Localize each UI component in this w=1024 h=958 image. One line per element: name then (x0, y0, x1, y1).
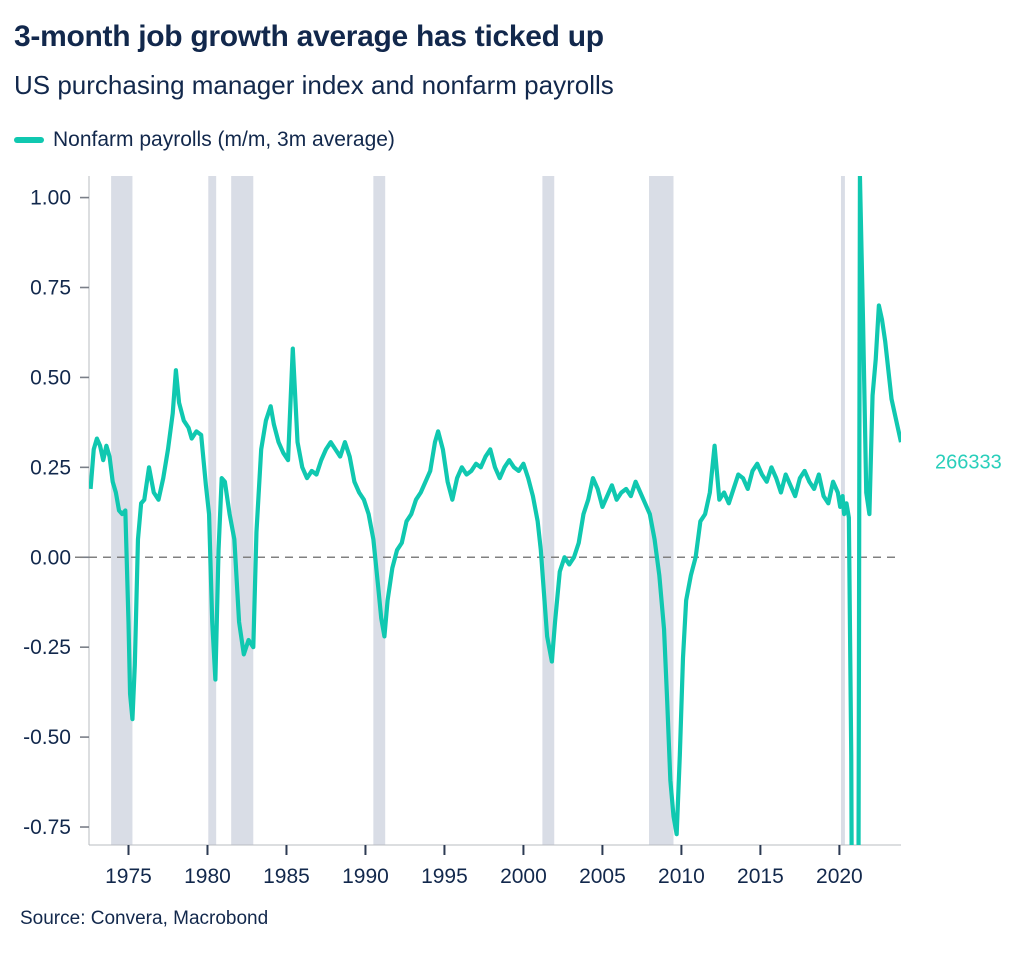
x-tick-label: 2020 (816, 865, 863, 888)
chart-subtitle: US purchasing manager index and nonfarm … (14, 70, 614, 100)
x-tick-label: 1985 (263, 865, 310, 888)
legend-line-swatch-icon (14, 137, 44, 143)
series-line (89, 176, 901, 845)
x-tick-label: 1975 (105, 865, 152, 888)
x-axis-ticks: 1975 1980 1985 1990 1995 2000 2005 2010 2015 2020 (105, 845, 863, 888)
x-tick-label: 2010 (658, 865, 705, 888)
legend-item-label: Nonfarm payrolls (m/m, 3m average) (53, 128, 395, 151)
y-axis-ticks: 1.00 0.75 0.50 0.25 0.00 -0.25 -0.50 -0.75 (23, 187, 89, 839)
y-tick-label: -0.50 (23, 726, 71, 749)
series-value-label: 266333 (935, 452, 1002, 474)
y-tick-label: 0.50 (30, 366, 71, 389)
x-tick-label: 1995 (421, 865, 468, 888)
source-note: Source: Convera, Macrobond (20, 908, 269, 929)
y-tick-label: 0.25 (30, 456, 71, 479)
y-tick-label: -0.25 (23, 636, 71, 659)
recession-band (373, 176, 386, 845)
chart-legend: Nonfarm payrolls (m/m, 3m average) (14, 128, 395, 152)
y-tick-label: 1.00 (30, 187, 71, 210)
series-paths (89, 176, 901, 845)
x-tick-label: 2000 (500, 865, 547, 888)
y-tick-label: 0.75 (30, 277, 71, 300)
y-tick-label: -0.75 (23, 816, 71, 839)
x-tick-label: 1990 (342, 865, 389, 888)
recession-band (231, 176, 254, 845)
recession-band (542, 176, 555, 845)
page-title: 3-month job growth average has ticked up (14, 20, 604, 53)
x-tick-label: 2015 (737, 865, 784, 888)
recession-band (208, 176, 217, 845)
x-tick-label: 2005 (579, 865, 626, 888)
recession-bands (111, 176, 845, 845)
x-tick-label: 1980 (184, 865, 231, 888)
series-end-annotations: 266333 (935, 452, 1002, 474)
y-tick-label: 0.00 (30, 546, 71, 569)
